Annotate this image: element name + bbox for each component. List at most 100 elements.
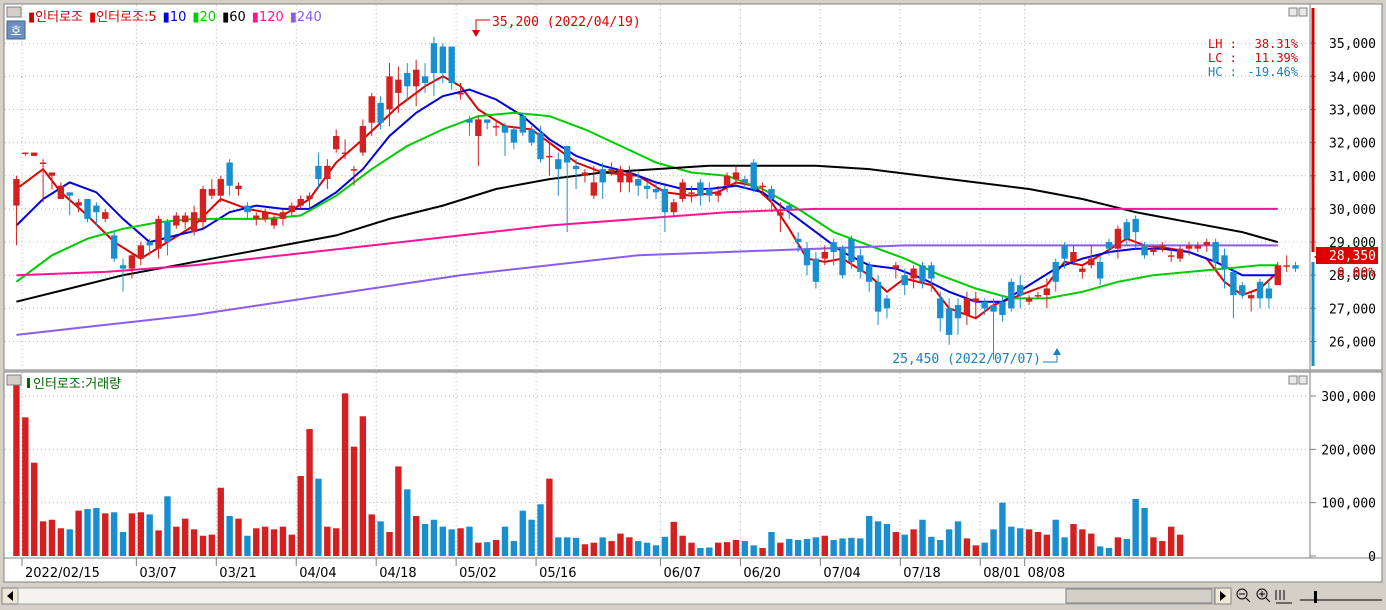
volume-bar <box>244 535 251 556</box>
date-tick-label: 04/04 <box>299 566 336 581</box>
date-tick-label: 04/18 <box>379 566 416 581</box>
candle-body <box>279 212 287 219</box>
volume-bar <box>466 526 473 556</box>
volume-bar <box>794 540 802 556</box>
volume-bar <box>22 417 29 556</box>
candle-body <box>217 179 224 196</box>
candle-body <box>537 132 544 160</box>
fit-width-icon[interactable] <box>1275 590 1292 604</box>
price-tick-label: 27,000 <box>1329 302 1376 317</box>
volume-collapse-icon[interactable] <box>6 374 22 386</box>
volume-bar <box>226 516 233 556</box>
price-legend: ▮인터로조 ▮인터로조:5 ▮10 ▮20 ▮60 ▮120 ▮240 <box>6 6 322 25</box>
volume-bar <box>421 524 429 556</box>
volume-bar <box>48 519 56 556</box>
candle-body <box>93 205 100 213</box>
volume-bar <box>128 513 136 556</box>
minimize-icon[interactable] <box>1288 7 1298 17</box>
volume-bar <box>945 529 953 556</box>
candle-body <box>137 245 144 259</box>
volume-legend-label: 인터로조:거래량 <box>33 377 121 392</box>
volume-bar <box>732 540 740 556</box>
candle-body <box>1230 271 1237 296</box>
legend-item-label: 인터로조 <box>35 10 83 25</box>
volume-bar <box>1096 546 1104 556</box>
candle-body <box>626 172 633 183</box>
legend-item-label: 120 <box>259 10 284 25</box>
candle-body <box>190 212 198 233</box>
candle-body <box>31 152 38 156</box>
candle-body <box>412 69 420 87</box>
volume-bar <box>199 535 207 556</box>
candle-body <box>981 301 988 309</box>
volume-bar <box>439 526 447 556</box>
candle-body <box>1256 281 1264 299</box>
legend-item-label: 인터로조:5 <box>96 10 157 25</box>
collapse-icon[interactable] <box>6 6 22 18</box>
high-label: 35,200 (2022/04/19) <box>492 15 641 30</box>
volume-bar <box>501 526 509 556</box>
zoom-slider[interactable] <box>1300 591 1382 603</box>
volume-bar <box>617 533 624 556</box>
candle-body <box>208 189 216 196</box>
candle-body <box>1025 298 1033 302</box>
volume-bar <box>999 502 1006 556</box>
zoom-in-icon[interactable] <box>1256 588 1271 603</box>
candle-body <box>750 162 757 190</box>
volume-bar <box>546 478 553 556</box>
zoom-out-icon[interactable] <box>1236 588 1251 603</box>
quote-badge[interactable]: 호 <box>6 20 26 40</box>
volume-bar <box>661 536 669 556</box>
candle-body <box>146 242 153 246</box>
candle-body <box>84 198 91 219</box>
date-tick-label: 06/20 <box>743 566 780 581</box>
volume-bar <box>350 446 358 556</box>
volume-bar <box>919 519 926 556</box>
candle-body <box>1150 248 1157 252</box>
volume-bar <box>430 519 438 556</box>
maximize-icon[interactable] <box>1298 7 1308 17</box>
arrow-right-icon <box>1220 591 1226 601</box>
bottom-scrollbar[interactable] <box>0 586 1386 606</box>
price-panel-controls[interactable] <box>1288 7 1308 17</box>
candle-body <box>865 265 873 282</box>
scroll-thumb[interactable] <box>1065 588 1213 604</box>
volume-bar <box>164 496 171 556</box>
volume-bar <box>954 521 962 556</box>
lh-label: LH : <box>1208 37 1237 51</box>
volume-bar <box>581 544 589 556</box>
volume-bar <box>137 512 144 556</box>
candle-body <box>1096 261 1104 279</box>
date-tick-label: 03/21 <box>219 566 256 581</box>
volume-bar <box>1176 534 1184 556</box>
volume-bar <box>688 542 695 556</box>
price-marker: 28,350 0.00% <box>1311 8 1378 366</box>
volume-bar <box>182 518 189 556</box>
candle-body <box>555 159 562 170</box>
volume-maximize-icon[interactable] <box>1298 375 1308 385</box>
date-tick-label: 08/01 <box>983 566 1020 581</box>
volume-minimize-icon[interactable] <box>1288 375 1298 385</box>
volume-bar <box>679 535 686 556</box>
volume-bar <box>901 534 908 556</box>
candle-body <box>786 205 793 209</box>
volume-bar <box>368 514 375 556</box>
volume-bar <box>31 462 38 556</box>
volume-bar <box>839 538 846 556</box>
volume-bar <box>910 529 917 556</box>
candle-body <box>1079 268 1086 272</box>
scroll-track[interactable] <box>17 587 1215 605</box>
low-label: 25,450 (2022/07/07) <box>892 352 1041 367</box>
candle-body <box>315 165 322 180</box>
volume-bar <box>75 510 82 556</box>
hc-label: HC : <box>1208 65 1237 79</box>
candle-body <box>972 298 979 302</box>
candle-body <box>306 195 313 199</box>
date-axis-panel <box>3 557 1383 583</box>
candle-body <box>1034 295 1042 297</box>
date-tick-label: 07/18 <box>903 566 940 581</box>
candle-body <box>1088 258 1095 266</box>
volume-bar <box>208 534 216 556</box>
candle-body <box>1185 245 1193 249</box>
candle-body <box>901 275 908 286</box>
